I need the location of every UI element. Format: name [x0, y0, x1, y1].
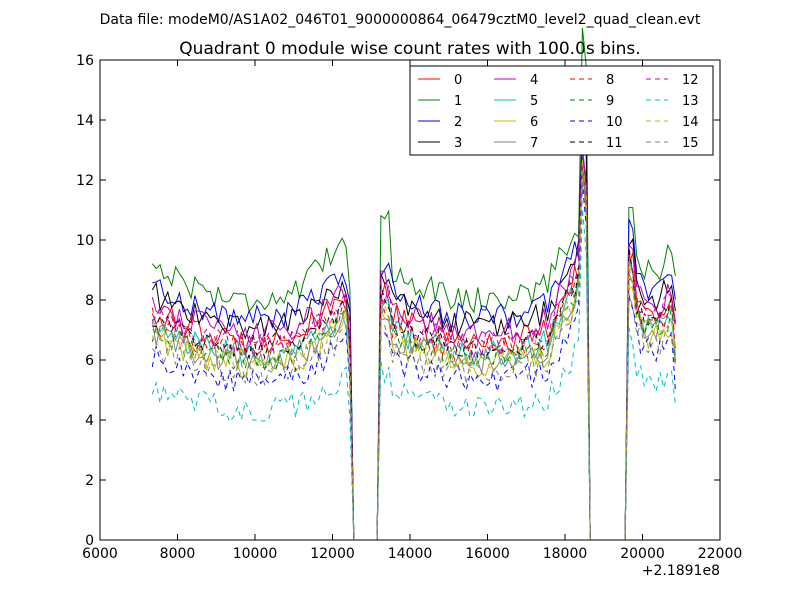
- series-line-5: [151, 149, 676, 541]
- x-tick-label: 18000: [543, 546, 588, 562]
- y-tick-label: 4: [85, 413, 94, 429]
- x-tick-label: 10000: [233, 546, 278, 562]
- series-line-9: [151, 150, 676, 541]
- chart-suptitle: Data file: modeM0/AS1A02_046T01_90000008…: [100, 12, 701, 28]
- y-tick-label: 14: [76, 113, 94, 129]
- legend-label: 15: [682, 136, 699, 151]
- legend-label: 5: [530, 94, 538, 109]
- y-tick-label: 16: [76, 53, 94, 69]
- legend-label: 11: [606, 136, 623, 151]
- legend-label: 7: [530, 136, 538, 151]
- x-offset-label: +2.1891e8: [642, 563, 720, 579]
- legend-label: 8: [606, 73, 614, 88]
- axis-layer: 6000 8000 10000 12000 14000 16000 18000 20000 22…: [76, 53, 742, 562]
- series-layer: [151, 27, 676, 541]
- x-tick-label: 20000: [620, 546, 665, 562]
- series-line-13: [151, 208, 676, 541]
- y-tick-label: 12: [76, 173, 94, 189]
- series-line-15: [151, 179, 676, 541]
- series-line-14: [151, 158, 676, 541]
- legend-label: 10: [606, 115, 623, 130]
- y-tick-label: 10: [76, 233, 94, 249]
- legend-label: 2: [454, 115, 462, 130]
- legend-label: 1: [454, 94, 462, 109]
- y-tick-label: 0: [85, 533, 94, 549]
- legend-label: 4: [530, 73, 538, 88]
- x-tick-label: 16000: [465, 546, 510, 562]
- legend-label: 0: [454, 73, 462, 88]
- legend-label: 13: [682, 94, 699, 109]
- x-tick-label: 22000: [698, 546, 743, 562]
- series-line-12: [151, 154, 676, 541]
- y-tick-label: 8: [85, 293, 94, 309]
- legend-box: [409, 65, 714, 156]
- legend-label: 12: [682, 73, 699, 88]
- series-line-1: [151, 27, 676, 541]
- y-tick-label: 2: [85, 473, 94, 489]
- series-line-2: [152, 115, 676, 541]
- legend-label: 6: [530, 115, 538, 130]
- series-line-3: [151, 130, 676, 541]
- x-tick-label: 14000: [388, 546, 433, 562]
- y-tick-label: 6: [85, 353, 94, 369]
- x-tick-label: 12000: [310, 546, 355, 562]
- x-tick-label: 6000: [82, 546, 118, 562]
- legend-label: 14: [682, 115, 699, 130]
- legend-label: 9: [606, 94, 614, 109]
- x-tick-label: 8000: [160, 546, 196, 562]
- chart-title: Quadrant 0 module wise count rates with …: [179, 39, 640, 59]
- legend-label: 3: [454, 136, 462, 151]
- series-line-10: [151, 183, 676, 541]
- plot-frame: [99, 59, 721, 541]
